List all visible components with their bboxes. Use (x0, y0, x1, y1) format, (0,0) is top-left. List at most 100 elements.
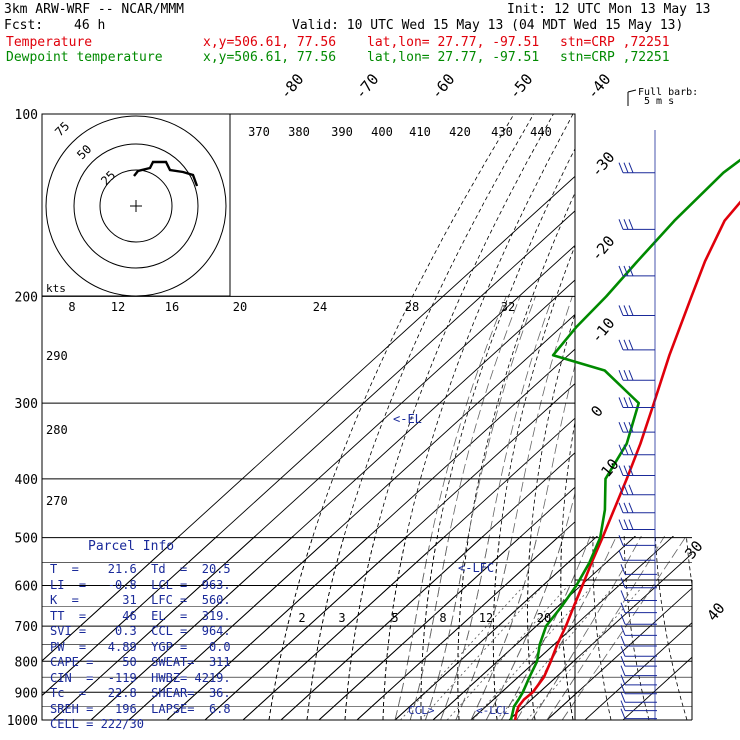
wind-barb-feather (623, 162, 629, 173)
isotherm-label: -40 (583, 70, 614, 102)
wind-barb-feather (623, 519, 629, 530)
wind-barb-feather (623, 502, 629, 513)
theta-label: 390 (331, 125, 353, 139)
isotherm-label: -70 (351, 70, 382, 102)
pressure-tick-label: 500 (15, 532, 38, 547)
wind-barb-feather (620, 708, 626, 719)
speed-axis-tick: 16 (165, 300, 179, 314)
speed-axis-tick: 12 (111, 300, 125, 314)
wind-barb-feather (628, 421, 634, 433)
wind-barb-feather (618, 219, 624, 230)
wind-barb-feather (623, 444, 629, 455)
hodograph-ring (99, 169, 173, 243)
wind-barb-feather (620, 625, 626, 636)
wind-barb-feather (620, 692, 626, 703)
wind-barb-feather (620, 683, 626, 694)
wind-barb-feather (623, 397, 629, 408)
pressure-tick-label: 400 (15, 473, 38, 488)
parcel-info-row: SREH = 196 LAPSE= 6.8 (50, 701, 231, 716)
lcl-annotation: <-LCL (476, 704, 509, 717)
wind-barb-feather (628, 465, 634, 476)
parcel-info-row: TT = 46 EL = 319. (50, 608, 231, 623)
speed-axis-tick: 32 (501, 300, 515, 314)
isotherm-label: -10 (587, 314, 618, 346)
wind-barb-feather (620, 700, 626, 711)
theta-left-label: 290 (46, 349, 68, 363)
parcel-info-row: K = 31 LFC = 560. (50, 593, 231, 607)
theta-label: 420 (449, 125, 471, 139)
isotherm-label: -20 (587, 232, 618, 264)
wind-barb-feather (628, 339, 634, 351)
wind-barb-feather (628, 305, 634, 316)
wind-barb-feather (623, 465, 629, 476)
wind-barb-feather (618, 550, 624, 561)
mixing-ratio-line (446, 585, 569, 720)
theta-label: 400 (371, 125, 393, 139)
mixing-ratio-label: 20 (537, 611, 551, 625)
wind-barb-feather (620, 614, 626, 625)
pressure-tick-label: 600 (15, 580, 38, 595)
isotherm-line (204, 536, 409, 720)
wind-barb-feather (628, 502, 634, 513)
valid-time: Valid: 10 UTC Wed 15 May 13 (04 MDT Wed … (292, 18, 684, 33)
moist-adiabat (501, 536, 591, 720)
wind-barb-feather (618, 339, 624, 351)
ccl-annotation: CCL> (408, 704, 435, 717)
dry-adiabat (712, 114, 740, 720)
wind-barb-feather (618, 465, 624, 476)
wind-barb-feather (618, 444, 624, 455)
parcel-info-row: LI = -0.8 LCL = 963. (50, 577, 231, 592)
wind-barb-feather (623, 305, 629, 316)
wind-barb-feather (628, 219, 634, 230)
parcel-info-row: Tc = 22.8 SHEAR= 36. (50, 686, 231, 700)
moist-adiabat (394, 296, 507, 720)
dry-adiabat (268, 536, 314, 720)
wind-barb-feather (618, 370, 624, 381)
isotherm-label: -60 (427, 70, 458, 102)
dry-adiabat (593, 114, 691, 720)
parcel-info-row: T = 21.6 Td = 20.5 (50, 562, 231, 576)
mixing-ratio-label: 3 (338, 611, 345, 625)
wind-barb-feather (620, 665, 626, 676)
dry-adiabat (623, 536, 650, 720)
wind-barb-feather (620, 564, 626, 575)
dry-adiabat (268, 114, 515, 720)
wind-barb-feather (618, 265, 624, 277)
moist-adiabat (470, 363, 575, 720)
wind-barb-feather (628, 265, 634, 277)
isotherm-line (166, 348, 575, 720)
isotherm-line (42, 536, 181, 662)
dry-adiabat (592, 536, 612, 720)
dry-adiabat (344, 114, 554, 720)
isotherm-line (394, 555, 575, 720)
wind-barb-feather (618, 421, 624, 433)
wind-barb-feather (618, 162, 624, 173)
isotherm-line (585, 114, 740, 720)
legend-temperature-xy: x,y=506.61, 77.56 (203, 35, 337, 50)
dry-adiabat (344, 536, 376, 720)
isotherm-line (622, 656, 692, 720)
pressure-tick-label: 300 (15, 397, 38, 412)
wind-barb-feather (620, 635, 626, 647)
legend-temperature-label: Temperature (6, 35, 93, 50)
isotherm-line (52, 536, 257, 720)
dry-adiabat (420, 536, 438, 720)
isotherm-line (356, 536, 561, 720)
isotherm-line (242, 536, 447, 720)
isotherm-label: 40 (703, 599, 728, 624)
isotherm-label: -30 (587, 148, 618, 180)
isotherm-line (166, 536, 371, 720)
mixing-ratio-label: 8 (439, 611, 446, 625)
parcel-info-row: CIN = -119 HWBZ= 4219. (50, 670, 231, 685)
temperature-line (513, 200, 740, 721)
wind-barb-feather (623, 370, 629, 381)
wind-barb-feather (628, 162, 634, 173)
legend-temperature-station: stn=CRP ,72251 (560, 35, 670, 50)
wind-barb-feather (620, 590, 626, 601)
theta-label: 370 (248, 125, 270, 139)
diagram-frame (41, 113, 576, 721)
isotherm-line (318, 536, 523, 720)
mixing-ratio-line (400, 585, 525, 720)
speed-axis-tick: 28 (405, 300, 419, 314)
init-time: Init: 12 UTC Mon 13 May 13 (507, 2, 711, 17)
